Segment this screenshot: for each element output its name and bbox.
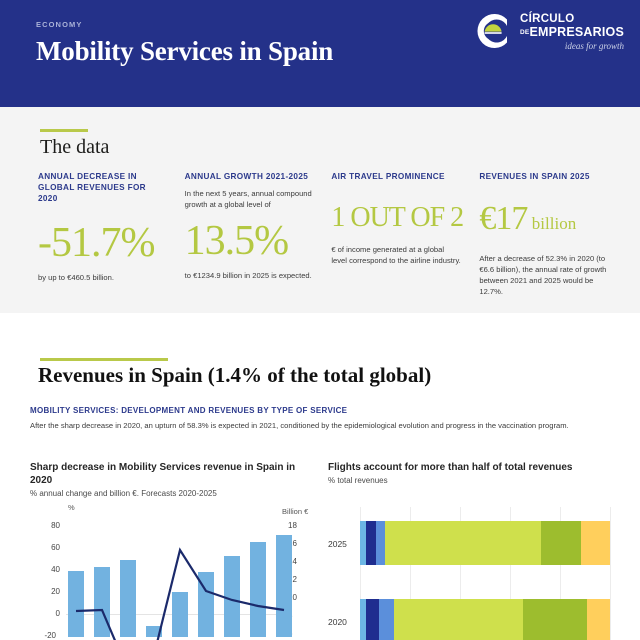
card-big-value: 13.5% <box>184 218 289 264</box>
right-chart-plot: 2025 2020 <box>328 507 618 640</box>
card-label: REVENUES IN SPAIN 2025 <box>479 172 590 181</box>
card-pre-text: In the next 5 years, annual compound gro… <box>184 189 312 209</box>
segment-flights <box>385 521 541 565</box>
bar-2024 <box>250 542 266 637</box>
gridline <box>410 507 411 640</box>
gridline <box>460 507 461 640</box>
logo-line1: CÍRCULO <box>520 13 575 25</box>
left-chart-plot: % Billion € 80 60 40 20 0 -20 18 16 14 1… <box>30 503 313 640</box>
card-big-row: €17 billion <box>479 196 608 247</box>
page-title: Mobility Services in Spain <box>36 36 334 66</box>
card-label: AIR TRAVEL PROMINENCE <box>331 172 445 181</box>
logo-line2: DEEMPRESARIOS <box>520 25 625 39</box>
brand-logo: CÍRCULO DEEMPRESARIOS ideas for growth <box>474 10 624 58</box>
page-header: ECONOMY Mobility Services in Spain CÍRCU… <box>0 0 640 107</box>
data-cards: ANNUAL DECREASE IN GLOBAL REVENUES FOR 2… <box>38 171 608 297</box>
card-big-suffix: billion <box>531 214 577 233</box>
y-tick: 20 <box>51 587 60 596</box>
right-chart: Flights account for more than half of to… <box>328 461 618 640</box>
y2-tick: 12 <box>288 575 297 584</box>
stacked-bar-2025 <box>360 521 610 565</box>
card-post-text: € of income generated at a global level … <box>331 245 461 265</box>
bar-2022 <box>198 572 214 637</box>
segment-car-sharing <box>366 521 376 565</box>
left-chart-title: Sharp decrease in Mobility Services reve… <box>30 462 296 486</box>
gridline <box>610 507 611 640</box>
y2-tick: 18 <box>288 521 297 530</box>
data-card: ANNUAL DECREASE IN GLOBAL REVENUES FOR 2… <box>38 171 167 297</box>
bar-2017 <box>68 571 84 637</box>
card-big-value: -51.7% <box>38 220 155 266</box>
section-accent-rule <box>40 358 168 361</box>
segment-micromobility <box>376 521 385 565</box>
card-big-value: 1 OUT OF 2 <box>331 202 464 233</box>
card-post-text: After a decrease of 52.3% in 2020 (to €6… <box>479 254 607 296</box>
the-data-band: The data ANNUAL DECREASE IN GLOBAL REVEN… <box>0 107 640 313</box>
logo-wordmark: CÍRCULO DEEMPRESARIOS ideas for growth <box>520 13 624 51</box>
segment-ride-hailing <box>360 521 366 565</box>
y-tick: 0 <box>55 609 60 618</box>
bar-2020 <box>146 626 162 637</box>
bar-2025 <box>276 535 292 637</box>
logo-tagline: ideas for growth <box>564 41 625 51</box>
right-chart-subtitle: % total revenues <box>328 476 388 485</box>
bar-2021 <box>172 592 188 637</box>
segment-car-sharing <box>366 599 379 640</box>
card-label: ANNUAL GROWTH 2021-2025 <box>184 172 309 181</box>
section-body-text: After the sharp decrease in 2020, an upt… <box>30 421 569 430</box>
y2-tick: 10 <box>288 593 297 602</box>
gridline <box>360 507 361 640</box>
segment-flights <box>394 599 523 640</box>
band-accent-rule <box>40 129 88 132</box>
section-title: Revenues in Spain (1.4% of the total glo… <box>38 363 432 387</box>
section-subtitle: MOBILITY SERVICES: DEVELOPMENT AND REVEN… <box>30 406 348 415</box>
gridline <box>510 507 511 640</box>
y2-tick: 14 <box>288 557 297 566</box>
y-tick: -20 <box>44 631 56 640</box>
band-title: The data <box>40 136 110 158</box>
segment-micromobility <box>379 599 394 640</box>
segment-trains-buses <box>541 521 581 565</box>
segment-other <box>581 521 610 565</box>
row-label-2025: 2025 <box>328 539 347 549</box>
left-chart-subtitle: % annual change and billion €. Forecasts… <box>30 489 217 498</box>
row-label-2020: 2020 <box>328 617 347 627</box>
y2-tick: 16 <box>288 539 297 548</box>
left-chart: Sharp decrease in Mobility Services reve… <box>30 461 313 640</box>
y-tick: 60 <box>51 543 60 552</box>
card-post-text: to €1234.9 billion in 2025 is expected. <box>184 271 312 280</box>
left-axis-caption: % <box>68 503 75 512</box>
percent-change-line <box>75 547 285 640</box>
data-card: ANNUAL GROWTH 2021-2025 In the next 5 ye… <box>185 171 314 297</box>
right-chart-title: Flights account for more than half of to… <box>328 462 573 473</box>
bar-2023 <box>224 556 240 637</box>
gridline <box>560 507 561 640</box>
circulo-empresarios-logo-icon <box>477 14 507 48</box>
segment-ride-hailing <box>360 599 366 640</box>
y-tick: 80 <box>51 521 60 530</box>
data-card: REVENUES IN SPAIN 2025 €17 billion After… <box>479 171 608 297</box>
bar-2019 <box>120 560 136 637</box>
segment-trains-buses <box>523 599 587 640</box>
y-tick: 40 <box>51 565 60 574</box>
header-kicker: ECONOMY <box>36 20 83 29</box>
right-axis-caption: Billion € <box>282 507 309 516</box>
segment-other <box>587 599 610 640</box>
card-big-value: €17 <box>479 200 528 237</box>
data-card: AIR TRAVEL PROMINENCE 1 OUT OF 2 € of in… <box>331 171 464 297</box>
stacked-bar-2020 <box>360 599 610 640</box>
card-label: ANNUAL DECREASE IN GLOBAL REVENUES FOR 2… <box>38 172 146 203</box>
card-post-text: by up to €460.5 billion. <box>38 273 114 282</box>
